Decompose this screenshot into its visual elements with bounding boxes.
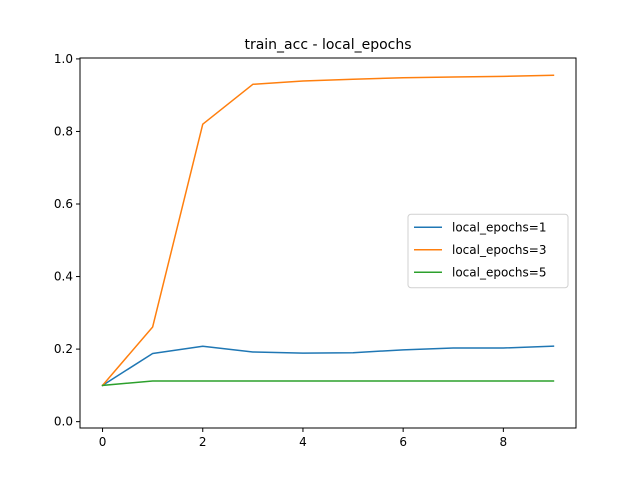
- legend-box: [407, 213, 569, 289]
- y-tick-label: 0.6: [54, 197, 73, 211]
- series-line: [101, 380, 555, 387]
- x-tick-label: 2: [199, 435, 207, 449]
- legend-label: local_epochs=5: [452, 265, 546, 279]
- axes-frame: [79, 57, 577, 429]
- x-tick-label: 6: [399, 435, 407, 449]
- y-tick-label: 0.8: [54, 124, 73, 138]
- x-tick-label: 4: [299, 435, 307, 449]
- y-tick-label: 0.0: [54, 415, 73, 429]
- y-tick-label: 0.4: [54, 270, 73, 284]
- y-tick-label: 1.0: [54, 52, 73, 66]
- series-line: [101, 345, 555, 387]
- legend-label: local_epochs=3: [452, 243, 546, 257]
- legend-label: local_epochs=1: [452, 220, 546, 234]
- x-tick-label: 8: [500, 435, 508, 449]
- y-axis: 0.0 0.2 0.4 0.6 0.8 1.0: [54, 52, 80, 429]
- x-tick-label: 0: [99, 435, 107, 449]
- y-tick-label: 0.2: [54, 342, 73, 356]
- legend: local_epochs=1 local_epochs=3 local_epochs…: [407, 213, 569, 289]
- series-line: [101, 74, 555, 387]
- chart-title: train_acc - local_epochs: [244, 37, 411, 53]
- x-axis: 0 2 4 6 8: [99, 428, 507, 449]
- plot-lines: [101, 74, 555, 387]
